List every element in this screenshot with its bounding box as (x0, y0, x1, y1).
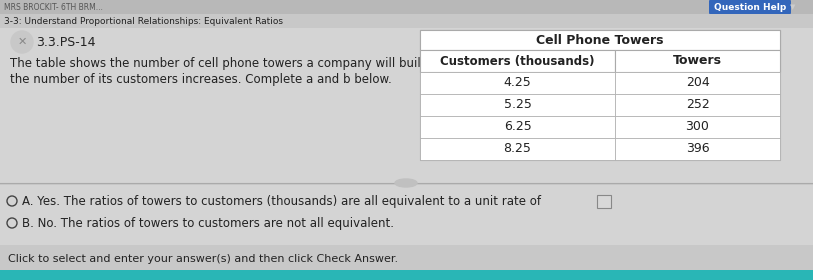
FancyBboxPatch shape (420, 30, 780, 160)
FancyBboxPatch shape (420, 50, 615, 72)
FancyBboxPatch shape (0, 0, 813, 14)
Text: 5.25: 5.25 (503, 99, 532, 111)
Text: Towers: Towers (673, 55, 722, 67)
FancyBboxPatch shape (420, 72, 615, 94)
Text: 396: 396 (685, 143, 709, 155)
FancyBboxPatch shape (0, 270, 813, 280)
FancyBboxPatch shape (615, 72, 780, 94)
Text: A. Yes. The ratios of towers to customers (thousands) are all equivalent to a un: A. Yes. The ratios of towers to customer… (22, 195, 541, 207)
Text: 6.25: 6.25 (503, 120, 532, 134)
Text: 3.3.PS-14: 3.3.PS-14 (36, 36, 95, 48)
Text: Question Help: Question Help (714, 3, 786, 11)
FancyBboxPatch shape (420, 30, 780, 50)
Text: 3-3: Understand Proportional Relationships: Equivalent Ratios: 3-3: Understand Proportional Relationshi… (4, 17, 283, 25)
Ellipse shape (395, 179, 417, 187)
FancyBboxPatch shape (615, 116, 780, 138)
Text: Cell Phone Towers: Cell Phone Towers (537, 34, 663, 46)
Text: 204: 204 (685, 76, 710, 90)
FancyBboxPatch shape (709, 0, 791, 14)
Text: ▼: ▼ (790, 4, 796, 10)
Text: 252: 252 (685, 99, 710, 111)
Circle shape (11, 31, 33, 53)
FancyBboxPatch shape (0, 14, 813, 28)
FancyBboxPatch shape (615, 138, 780, 160)
FancyBboxPatch shape (0, 248, 813, 270)
FancyBboxPatch shape (420, 138, 615, 160)
Text: MRS BROCKIT- 6TH BRM...: MRS BROCKIT- 6TH BRM... (4, 3, 103, 11)
Text: B. No. The ratios of towers to customers are not all equivalent.: B. No. The ratios of towers to customers… (22, 216, 394, 230)
FancyBboxPatch shape (420, 116, 615, 138)
FancyBboxPatch shape (615, 50, 780, 72)
FancyBboxPatch shape (0, 185, 813, 245)
FancyBboxPatch shape (0, 28, 813, 183)
FancyBboxPatch shape (597, 195, 611, 207)
Text: 4.25: 4.25 (503, 76, 532, 90)
Text: 8.25: 8.25 (503, 143, 532, 155)
Text: Customers (thousands): Customers (thousands) (441, 55, 595, 67)
FancyBboxPatch shape (615, 94, 780, 116)
Text: The table shows the number of cell phone towers a company will build as: The table shows the number of cell phone… (10, 57, 446, 71)
FancyBboxPatch shape (420, 94, 615, 116)
Text: ✕: ✕ (17, 37, 27, 47)
Text: the number of its customers increases. Complete a and b below.: the number of its customers increases. C… (10, 74, 392, 87)
Text: 300: 300 (685, 120, 710, 134)
Text: Click to select and enter your answer(s) and then click Check Answer.: Click to select and enter your answer(s)… (8, 254, 398, 264)
